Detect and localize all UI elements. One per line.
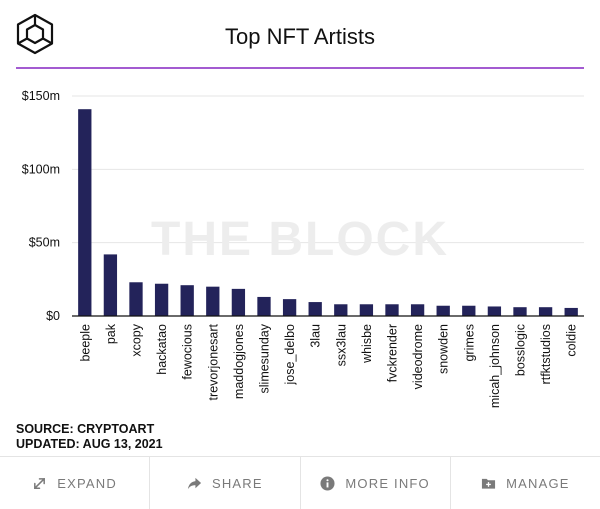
bar-fvckrender xyxy=(385,304,399,316)
y-axis-labels: $0 $50m $100m $150m xyxy=(22,89,60,323)
x-tick-label: snowden xyxy=(437,324,451,374)
bar-3lau xyxy=(308,302,322,316)
info-circle-icon xyxy=(320,475,335,491)
bars xyxy=(78,109,578,316)
y-tick-label: $50m xyxy=(29,236,60,250)
manage-label: MANAGE xyxy=(506,475,570,491)
share-label: SHARE xyxy=(211,475,263,491)
bar-trevorjonesart xyxy=(206,286,220,316)
title-divider xyxy=(16,67,584,69)
bar-rtfktstudios xyxy=(538,307,553,316)
bar-micah_johnson xyxy=(487,306,502,316)
bar-xcopy xyxy=(129,282,143,316)
y-tick-label: $150m xyxy=(22,89,60,103)
bar-hackatao xyxy=(154,283,169,316)
share-button[interactable]: SHARE xyxy=(150,457,301,509)
x-tick-label: ssx3lau xyxy=(334,324,348,366)
bar-whisbe xyxy=(359,304,374,316)
x-axis-labels: beeple pak xcopy hackatao fewocious trevorjon… xyxy=(78,323,578,408)
x-tick-label: maddogjones xyxy=(232,324,246,399)
expand-label: EXPAND xyxy=(57,475,117,491)
x-tick-label: rtfktstudios xyxy=(539,324,553,384)
x-tick-label: hackatao xyxy=(155,324,169,375)
x-tick-label: jose_delbo xyxy=(283,324,297,386)
chart-title: Top NFT Artists xyxy=(225,24,375,49)
bar-bosslogic xyxy=(513,307,527,316)
the-block-cube-logo-icon xyxy=(16,13,54,55)
watermark: THE BLOCK xyxy=(151,213,449,266)
x-tick-label: slimesunday xyxy=(258,323,272,393)
x-tick-label: xcopy xyxy=(130,323,144,356)
gridlines xyxy=(72,95,584,244)
updated-label: UPDATED: AUG 13, 2021 xyxy=(16,437,163,451)
x-tick-label: fvckrender xyxy=(386,324,400,382)
source-label: SOURCE: CRYPTOART xyxy=(16,422,155,436)
bar-slimesunday xyxy=(257,296,271,316)
manage-button[interactable]: MANAGE xyxy=(451,457,600,509)
x-tick-label: trevorjonesart xyxy=(206,323,220,400)
x-tick-label: fewocious xyxy=(181,324,195,380)
more-info-button[interactable]: MORE INFO xyxy=(301,457,451,509)
x-tick-label: beeple xyxy=(78,324,92,362)
bar-coldie xyxy=(564,307,578,316)
footer-toolbar: EXPAND SHARE MORE INFO MANAGE xyxy=(0,456,600,509)
x-tick-label: pak xyxy=(104,323,118,344)
x-tick-label: coldie xyxy=(565,324,579,357)
bar-beeple xyxy=(78,109,92,316)
bar-snowden xyxy=(436,305,450,316)
bar-chart: THE BLOCK $0 $50m $100m $150m beeple pak xcop… xyxy=(22,89,584,408)
share-arrow-icon xyxy=(187,477,202,489)
more-info-label: MORE INFO xyxy=(345,475,430,491)
x-tick-label: whisbe xyxy=(360,324,374,364)
x-tick-label: micah_johnson xyxy=(488,324,502,408)
chart-header: Top NFT Artists xyxy=(0,0,600,68)
bar-jose_delbo xyxy=(282,299,297,316)
x-tick-label: videodrome xyxy=(411,324,425,389)
x-tick-label: bosslogic xyxy=(514,324,528,376)
expand-arrows-icon xyxy=(34,477,46,489)
bar-maddogjones xyxy=(231,288,246,316)
bar-grimes xyxy=(462,305,476,316)
expand-button[interactable]: EXPAND xyxy=(0,457,151,509)
bar-videodrome xyxy=(410,304,425,316)
x-tick-label: grimes xyxy=(462,324,476,362)
bar-fewocious xyxy=(180,285,194,316)
y-tick-label: $100m xyxy=(22,162,60,176)
bar-ssx3lau xyxy=(334,304,348,316)
folder-plus-icon xyxy=(482,478,496,489)
source-note: SOURCE: CRYPTOART UPDATED: AUG 13, 2021 xyxy=(16,422,163,452)
y-tick-label: $0 xyxy=(46,309,60,323)
bar-pak xyxy=(103,254,118,316)
x-tick-label: 3lau xyxy=(309,324,323,348)
